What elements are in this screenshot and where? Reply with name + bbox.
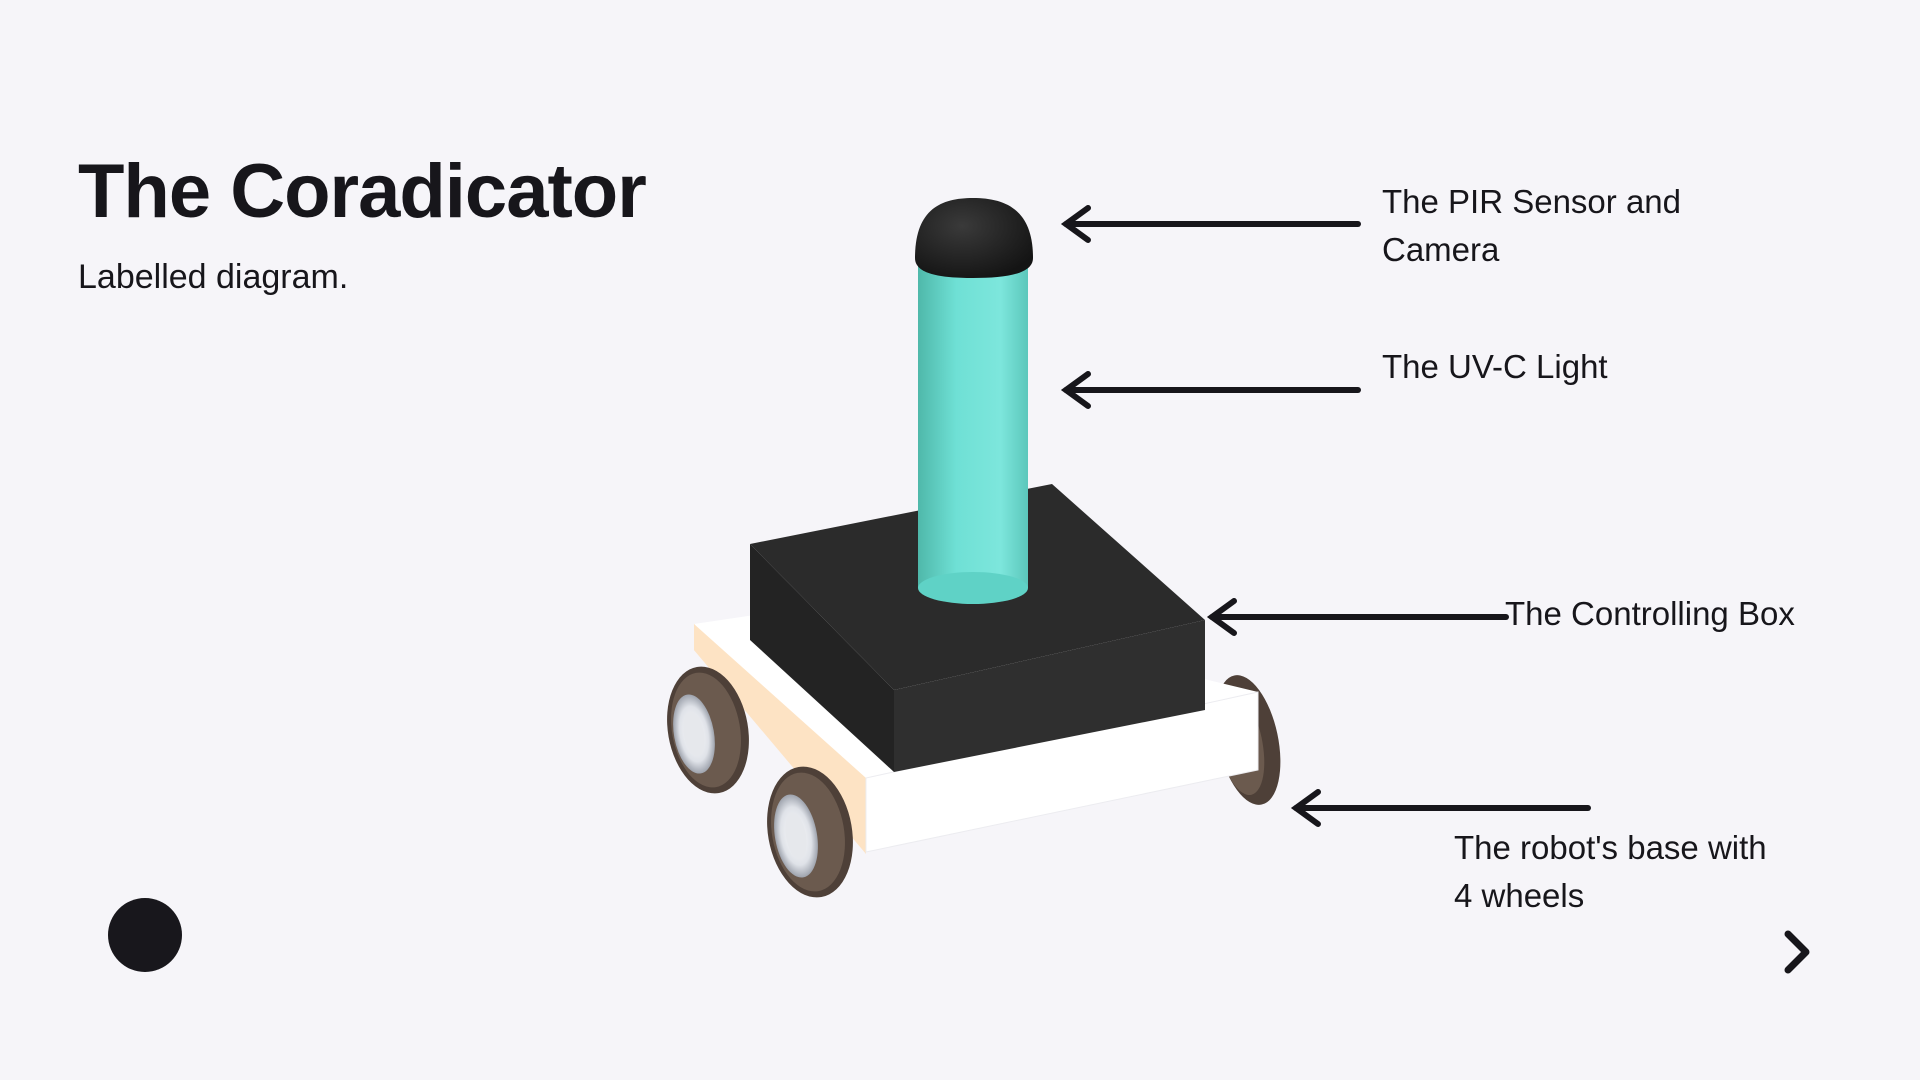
label-pir-line2: Camera: [1382, 231, 1500, 268]
arrow-base: [1290, 789, 1591, 827]
label-pir-line1: The PIR Sensor and: [1382, 183, 1681, 220]
label-uv-c-light: The UV-C Light: [1382, 348, 1608, 385]
wheel-front-left: [667, 666, 749, 794]
arrow-uvc: [1060, 371, 1361, 409]
label-controlling-box: The Controlling Box: [1505, 595, 1795, 632]
chevron-right-icon[interactable]: [1772, 926, 1824, 978]
wheel-front-right: [767, 766, 853, 898]
label-base-line2: 4 wheels: [1454, 877, 1585, 914]
label-base-line1: The robot's base with: [1454, 829, 1767, 866]
uv-c-light: [918, 258, 1028, 604]
page-title: The Coradicator: [78, 149, 647, 234]
arrow-box: [1206, 598, 1509, 636]
label-robot-base: The robot's base with 4 wheels: [1454, 824, 1854, 920]
arrow-pir: [1060, 205, 1361, 243]
page-subtitle: Labelled diagram.: [78, 258, 349, 296]
label-pir-sensor: The PIR Sensor and Camera: [1382, 178, 1802, 274]
slide-dot-button[interactable]: [108, 898, 182, 972]
pir-sensor-dome: [915, 198, 1033, 278]
